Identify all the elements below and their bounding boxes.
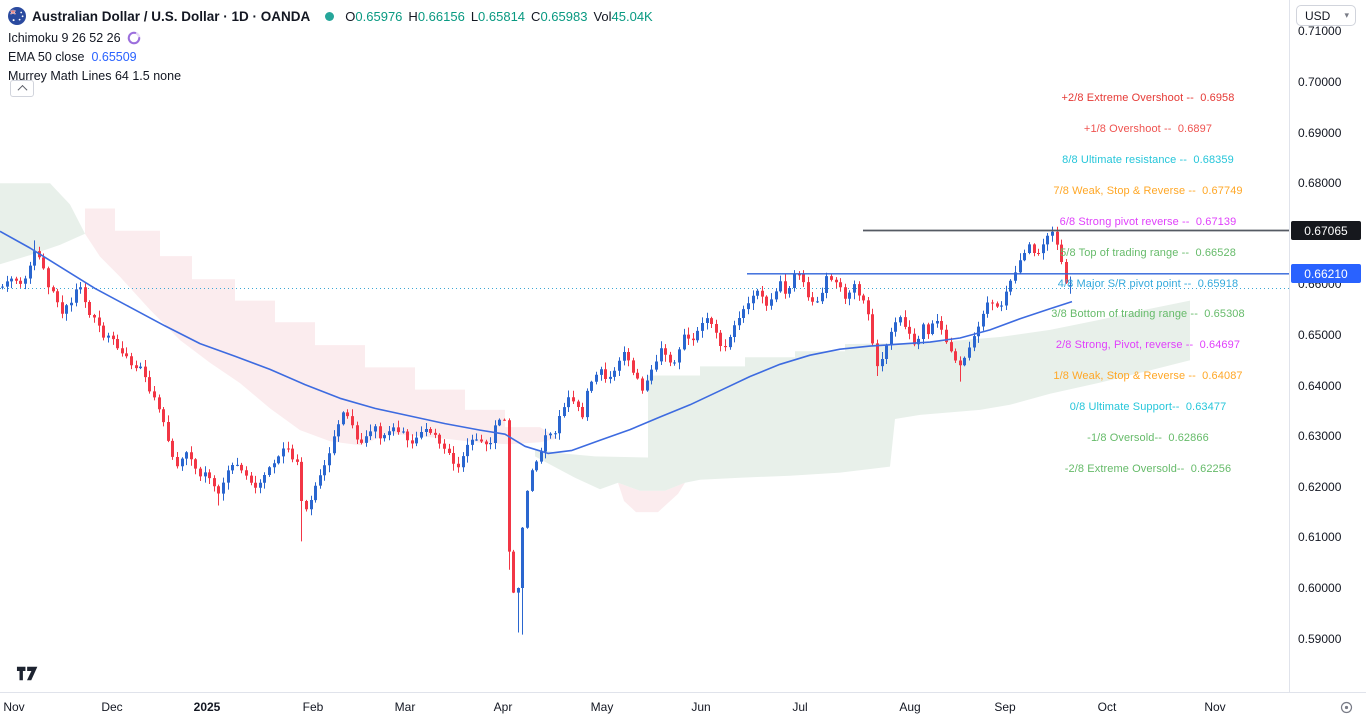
ichimoku-cloud [0, 183, 85, 265]
time-axis-label: Oct [1097, 700, 1117, 714]
ema-value: 0.65509 [91, 49, 137, 64]
symbol-title-row[interactable]: Australian Dollar / U.S. Dollar · 1D · O… [8, 6, 659, 26]
market-status-dot[interactable] [325, 11, 335, 21]
murrey-math-label: Murrey Math Lines 64 1.5 none [8, 68, 182, 83]
ohlc-values: O0.65976 H0.66156 L0.65814 C0.65983 Vol45.04… [345, 9, 658, 24]
price-tick-label: 0.64000 [1298, 379, 1342, 393]
price-line-label: 0.67065 [1291, 221, 1361, 240]
legend-collapse-button[interactable] [10, 80, 34, 97]
price-tick-label: 0.61000 [1298, 530, 1342, 544]
ohlc-value: 45.04K [611, 8, 653, 24]
ohlc-key: H [408, 8, 418, 24]
ichimoku-cloud [535, 300, 1190, 491]
go-to-realtime-button[interactable] [1338, 699, 1354, 715]
price-tick-label: 0.60000 [1298, 581, 1342, 595]
loading-spinner-icon [127, 31, 141, 45]
ohlc-value: 0.65976 [355, 8, 403, 24]
price-tick-label: 0.70000 [1298, 75, 1342, 89]
ichimoku-cloud [618, 482, 685, 513]
time-axis-label: Sep [994, 700, 1016, 714]
ohlc-key: L [470, 8, 479, 24]
price-line-label: 0.66210 [1291, 264, 1361, 283]
time-axis-label: 2025 [193, 700, 221, 714]
ohlc-key: O [345, 8, 356, 24]
currency-value: USD [1305, 8, 1331, 23]
price-tick-label: 0.63000 [1298, 429, 1342, 443]
indicator-ichimoku[interactable]: Ichimoku 9 26 52 26 [8, 28, 659, 47]
price-axis[interactable]: USD ▾ 0.71000 0.70000 0.69000 0.68000 0.6600… [1290, 0, 1366, 692]
time-axis-label: Dec [101, 700, 123, 714]
chart-canvas[interactable]: +2/8 Extreme Overshoot -- 0.6958 +1/8 Ove… [0, 0, 1290, 692]
time-axis-label: Jul [792, 700, 808, 714]
aud-flag-icon [8, 7, 26, 25]
time-axis[interactable]: Nov Dec 2025 Feb Mar Apr May Jun Jul Aug Sep Oct Nov [0, 692, 1366, 721]
ohlc-key: Vol [593, 8, 612, 24]
chevron-down-icon: ▾ [1344, 10, 1349, 20]
ema-50-line [0, 230, 1073, 455]
time-axis-label: Jun [691, 700, 711, 714]
ohlc-value: 0.65983 [540, 8, 588, 24]
chart-legend: Australian Dollar / U.S. Dollar · 1D · O… [8, 6, 659, 85]
indicator-murrey[interactable]: Murrey Math Lines 64 1.5 none [8, 66, 659, 85]
price-chart[interactable] [0, 0, 1290, 692]
ohlc-value: 0.65814 [478, 8, 526, 24]
time-axis-label: Aug [899, 700, 921, 714]
ohlc-key: C [531, 8, 541, 24]
symbol-title: Australian Dollar / U.S. Dollar · 1D · O… [32, 8, 311, 24]
price-tick-label: 0.71000 [1298, 24, 1342, 38]
time-axis-label: May [590, 700, 614, 714]
price-tick-label: 0.65000 [1298, 328, 1342, 342]
time-axis-label: Mar [394, 700, 416, 714]
price-tick-label: 0.69000 [1298, 126, 1342, 140]
currency-selector[interactable]: USD ▾ [1296, 5, 1356, 26]
time-axis-label: Nov [3, 700, 25, 714]
chevron-up-icon [17, 84, 27, 95]
ichimoku-cloud [85, 208, 558, 446]
ema-label: EMA 50 close [8, 49, 85, 64]
time-axis-label: Nov [1204, 700, 1226, 714]
price-tick-label: 0.68000 [1298, 176, 1342, 190]
ohlc-value: 0.66156 [417, 8, 465, 24]
ichimoku-label: Ichimoku 9 26 52 26 [8, 30, 121, 45]
time-axis-label: Apr [493, 700, 513, 714]
time-axis-label: Feb [302, 700, 324, 714]
price-tick-label: 0.59000 [1298, 632, 1342, 646]
indicator-ema[interactable]: EMA 50 close 0.65509 [8, 47, 659, 66]
tradingview-logo[interactable] [16, 665, 40, 687]
price-tick-label: 0.62000 [1298, 480, 1342, 494]
